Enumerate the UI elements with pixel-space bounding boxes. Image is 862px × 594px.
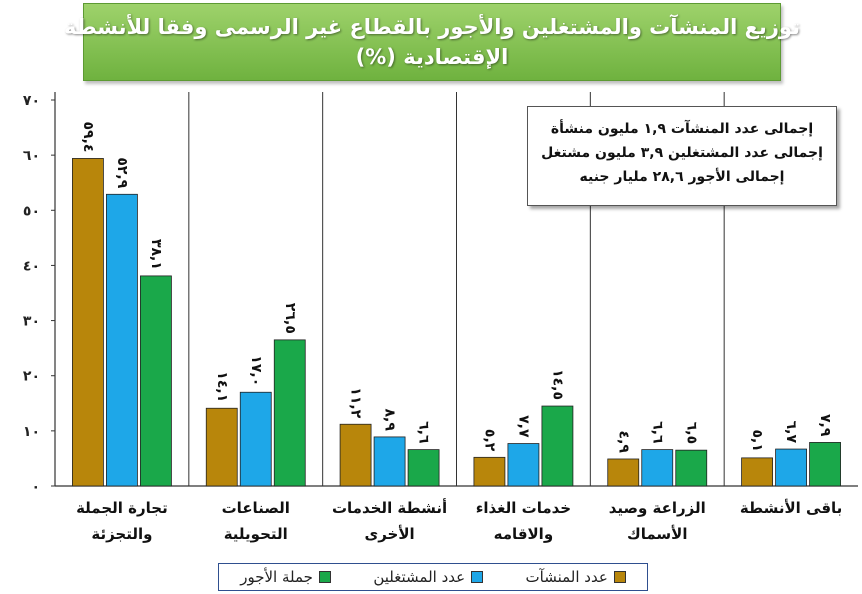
bar-workers: [239, 391, 272, 487]
data-label-workers: ٧,٧: [515, 415, 531, 438]
y-tick-label: ١٠: [23, 424, 40, 440]
bar-workers: [507, 443, 540, 487]
bar-workers: [106, 193, 138, 487]
bar-wages: [407, 449, 440, 487]
y-tick-label: ٥٠: [23, 203, 40, 219]
y-tick-label: ٧٠: [23, 93, 40, 109]
legend-label-workers: عدد المشتغلين: [373, 568, 466, 586]
note-total-wages: إجمالى الأجور ٢٨,٦ مليار جنيه: [579, 169, 785, 185]
legend-swatch-wages: [318, 571, 331, 583]
legend-swatch-workers: [471, 571, 484, 583]
category-label: الصناعات: [222, 499, 290, 517]
y-tick-label: ٣٠: [23, 314, 40, 330]
bar-establishments: [607, 458, 640, 487]
category-label: الزراعة وصيد: [609, 499, 706, 517]
bar-establishments: [205, 407, 238, 487]
category-label: والتجزئة: [91, 525, 152, 543]
data-label-wages: ٧,٩: [817, 414, 833, 437]
data-label-wages: ٣٨,١: [148, 239, 164, 270]
data-label-workers: ٦,٧: [783, 421, 799, 444]
legend-item-wages: جملة الأجور: [240, 568, 331, 586]
bar-workers: [641, 449, 674, 487]
legend-label-establishments: عدد المنشآت: [525, 568, 608, 586]
data-label-establishments: ١٤,١: [214, 371, 230, 402]
legend-swatch-establishments: [613, 571, 626, 583]
data-label-wages: ٦,٦: [416, 421, 432, 444]
data-label-establishments: ٤,٩: [615, 431, 631, 454]
category-label: باقى الأنشطة: [740, 499, 842, 517]
y-tick-label: ٤٠: [23, 258, 40, 274]
bar-establishments: [741, 457, 773, 487]
chart-title-banner: توزيع المنشآت والمشتغلين والأجور بالقطاع…: [64, 3, 800, 81]
y-tick-label: ٢٠: [23, 369, 40, 385]
data-label-establishments: ١١,٢: [348, 387, 364, 418]
chart-title-line-1: توزيع المنشآت والمشتغلين والأجور بالقطاع…: [64, 15, 800, 39]
legend-label-wages: جملة الأجور: [240, 568, 313, 586]
chart-legend: عدد المنشآت عدد المشتغلين جملة الأجور: [218, 563, 648, 591]
bar-wages: [140, 275, 172, 487]
data-label-wages: ١٤,٥: [549, 369, 565, 400]
data-label-wages: ٦,٥: [683, 422, 699, 444]
category-label: الأسماك: [627, 525, 688, 543]
category-label: تجارة الجملة: [76, 499, 168, 517]
bar-workers: [775, 448, 807, 487]
y-tick-label: ٠: [31, 479, 40, 495]
data-label-workers: ٥٢,٩: [114, 157, 130, 188]
totals-note-box: إجمالى عدد المنشآت ١,٩ مليون منشأة إجمال…: [527, 106, 837, 206]
data-label-workers: ١٧,٠: [248, 355, 264, 386]
y-tick-label: ٦٠: [23, 148, 40, 164]
bar-wages: [273, 339, 306, 487]
bar-wages: [675, 449, 708, 487]
data-label-establishments: ٥,١: [749, 429, 765, 451]
legend-item-workers: عدد المشتغلين: [373, 568, 484, 586]
category-label: خدمات الغذاء: [476, 499, 571, 517]
category-label: والاقامه: [494, 525, 553, 543]
bar-workers: [373, 436, 406, 487]
note-total-workers: إجمالى عدد المشتغلين ٣,٩ مليون مشتغل: [541, 145, 823, 161]
chart-title-line-2: الإقتصادية (%): [355, 45, 509, 69]
data-label-establishments: ٥,٢: [481, 429, 497, 452]
bar-establishments: [339, 423, 372, 487]
category-label: أنشطة الخدمات: [332, 498, 447, 517]
bar-wages: [809, 442, 841, 487]
data-label-workers: ٦,٦: [649, 421, 665, 444]
data-label-workers: ٨,٩: [382, 409, 398, 432]
note-total-establishments: إجمالى عدد المنشآت ١,٩ مليون منشأة: [550, 121, 814, 137]
category-label: الأخرى: [364, 525, 414, 543]
data-label-wages: ٢٦,٥: [282, 303, 298, 334]
bar-wages: [541, 405, 574, 487]
data-label-establishments: ٥٩,٤: [80, 121, 96, 152]
bar-establishments: [72, 158, 104, 487]
category-label: التحويلية: [224, 525, 288, 543]
bar-establishments: [473, 456, 506, 487]
legend-item-establishments: عدد المنشآت: [526, 568, 626, 586]
